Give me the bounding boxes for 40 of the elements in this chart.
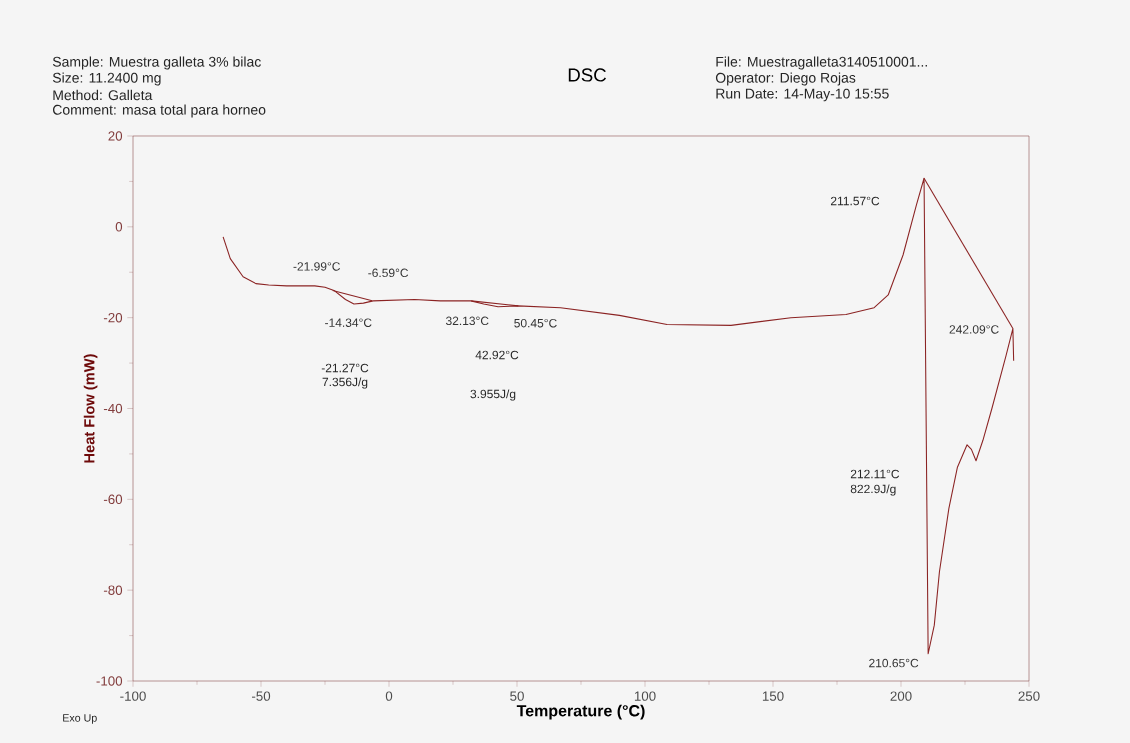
y-tick-label: -40 [103, 403, 123, 414]
y-tick-label: -80 [103, 585, 123, 595]
y-tick-label: -60 [103, 494, 123, 505]
y-tick-label: -20 [103, 312, 123, 323]
x-tick-label: 150 [762, 691, 784, 701]
x-tick-label: 0 [385, 691, 393, 701]
annotation: 822.9J/g [850, 484, 896, 496]
annotation: -14.34°C [325, 318, 372, 327]
x-tick-label: 100 [634, 691, 656, 701]
text: Operator: Diego Rojas [715, 72, 856, 86]
text: Size: 11.2400 mg [52, 72, 161, 86]
annotation: -21.99°C [293, 262, 341, 271]
annotation: 32.13°C [445, 316, 489, 326]
text: File: Muestragalleta3140510001... [716, 56, 927, 70]
x-tick-label: 50 [510, 691, 524, 701]
annotation: 50.45°C [514, 318, 557, 328]
y-tick-label: -100 [96, 676, 123, 686]
text: Run Date: 14-May-10 15:55 [716, 88, 889, 102]
annotation: 3.955J/g [470, 389, 516, 401]
annotation: 242.09°C [949, 325, 999, 334]
y-tick-label: 0 [115, 222, 123, 232]
x-axis-title: Temperature (°C) [516, 704, 645, 720]
x-tick-label: 250 [1018, 691, 1040, 701]
y-tick-label: 20 [108, 131, 123, 141]
y-axis-title: Heat Flow (mW) [83, 354, 98, 463]
text: Comment: masa total para horneo [52, 104, 266, 118]
annotation: 7.356J/g [322, 377, 368, 389]
text: Method: Galleta [53, 89, 153, 101]
annotation: 212.11°C [850, 469, 900, 479]
annotation: 210.65°C [869, 658, 919, 668]
annotation: 211.57°C [830, 196, 880, 206]
annotation: -6.59°C [368, 268, 409, 278]
chart-title: DSC [568, 68, 607, 82]
annotation: 42.92°C [475, 350, 519, 360]
x-tick-label: -100 [120, 691, 146, 701]
text: Sample: Muestra galleta 3% bilac [52, 56, 261, 70]
text: Exo Up [63, 714, 97, 724]
x-tick-label: 200 [890, 691, 912, 701]
annotation: -21.27°C [321, 363, 369, 373]
x-tick-label: -50 [251, 691, 271, 701]
